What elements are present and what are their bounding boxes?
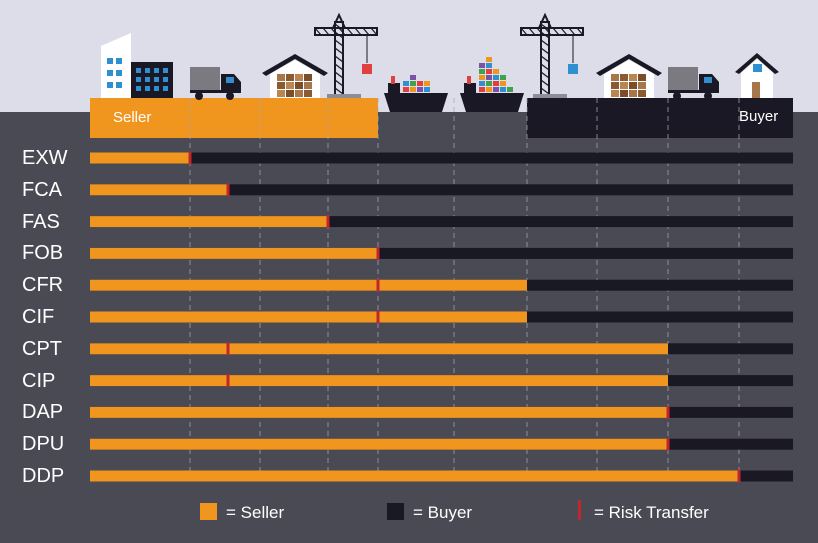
risk-transfer-marker [326,215,330,229]
warehouse-icon [262,54,328,98]
term-row-cip [90,374,793,388]
seller-segment [90,406,668,418]
term-row-dpu [90,437,793,451]
term-label-fob: FOB [22,242,64,265]
risk-transfer-marker [188,151,192,165]
ship-icon [460,57,524,112]
legend-seller-label: = Seller [226,503,285,522]
truck-icon [190,67,241,100]
term-row-dap [90,405,793,419]
term-row-cif [90,310,793,324]
legend-risk-transfer-swatch [578,500,581,520]
seller-segment [90,216,328,228]
term-label-fas: FAS [22,210,60,233]
buyer-house-icon [735,53,779,98]
seller-segment [90,470,739,482]
seller-segment [90,152,190,164]
warehouse-icon [596,54,662,98]
seller-segment [90,247,378,259]
crane-icon [314,12,378,98]
legend-risk-transfer-label: = Risk Transfer [594,503,709,522]
risk-transfer-marker [376,310,380,324]
seller-segment [90,311,527,323]
risk-transfer-marker [737,469,741,483]
seller-segment [90,438,668,450]
seller-segment [90,184,228,196]
term-row-exw [90,151,793,165]
term-label-ddp: DDP [22,465,65,487]
term-label-dpu: DPU [22,433,65,456]
buyer-segment [90,184,793,196]
legend-buyer-label: = Buyer [413,503,473,522]
buyer-segment [90,152,793,164]
risk-transfer-marker [376,246,380,260]
buyer-segment [90,216,793,228]
seller-header-band [90,98,378,138]
legend-seller-swatch [200,503,217,520]
truck-icon [668,67,719,100]
term-label-cif: CIF [22,306,55,328]
buyer-header-band [527,98,793,138]
risk-transfer-marker [226,183,230,197]
term-row-ddp [90,469,793,483]
term-label-fca: FCA [22,178,62,201]
term-label-exw: EXW [22,147,68,169]
term-row-fca [90,183,793,197]
legend-buyer-swatch [387,503,404,520]
seller-building-icon [101,33,173,98]
seller-header-label: Seller [113,109,152,126]
term-label-cip: CIP [22,369,56,392]
term-row-cpt [90,342,793,356]
risk-transfer-marker [666,405,670,419]
term-label-cpt: CPT [22,337,62,360]
ship-icon [384,75,448,112]
term-label-dap: DAP [22,401,64,424]
seller-segment [90,375,668,387]
term-row-fob [90,246,793,260]
buyer-segment [90,247,793,259]
risk-transfer-marker [226,342,230,356]
risk-transfer-marker [226,374,230,388]
term-label-cfr: CFR [22,274,64,297]
risk-transfer-marker [376,278,380,292]
buyer-header-label: Buyer [739,108,779,125]
seller-segment [90,343,668,355]
term-row-cfr [90,278,793,292]
crane-icon [520,12,584,98]
term-row-fas [90,215,793,229]
risk-transfer-marker [666,437,670,451]
seller-segment [90,279,527,291]
